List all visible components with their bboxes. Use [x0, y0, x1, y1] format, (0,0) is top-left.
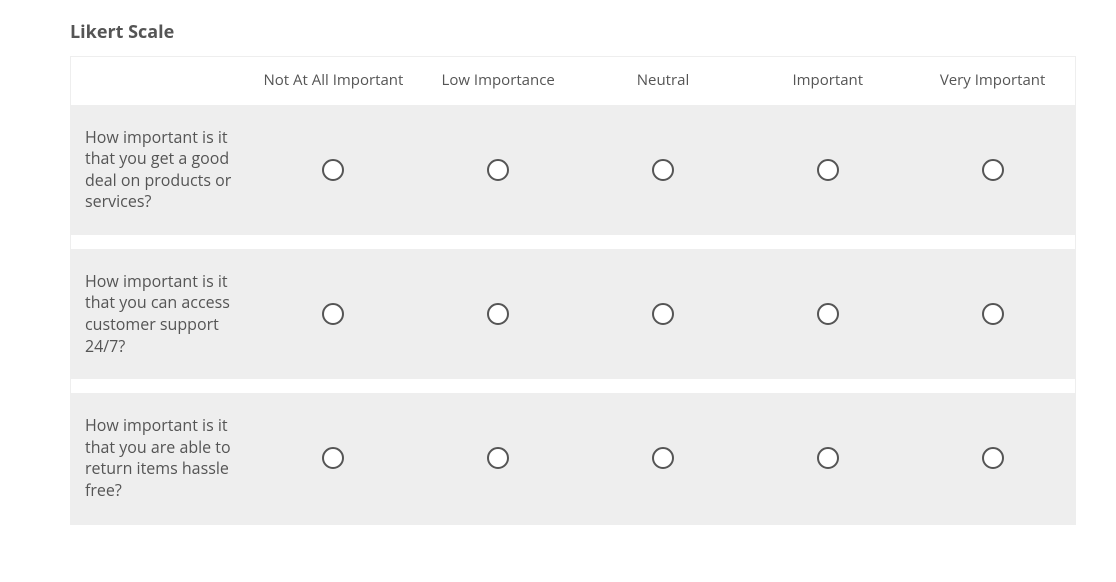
radio-q3-low[interactable] [487, 447, 509, 469]
likert-page: Likert Scale Not At All Important Low Im… [0, 0, 1116, 555]
radio-q3-very-important[interactable] [982, 447, 1004, 469]
option-cell [251, 145, 416, 195]
radio-q2-very-important[interactable] [982, 303, 1004, 325]
option-cell [745, 145, 910, 195]
section-title: Likert Scale [70, 20, 1076, 44]
likert-table: Not At All Important Low Importance Neut… [70, 56, 1076, 525]
radio-q2-neutral[interactable] [652, 303, 674, 325]
option-cell [581, 289, 746, 339]
header-col-not-at-all: Not At All Important [251, 57, 416, 105]
radio-q3-neutral[interactable] [652, 447, 674, 469]
header-col-low: Low Importance [416, 57, 581, 105]
option-cell [910, 289, 1075, 339]
likert-row: How important is it that you get a good … [71, 105, 1075, 235]
radio-q1-neutral[interactable] [652, 159, 674, 181]
option-cell [910, 145, 1075, 195]
option-cell [251, 433, 416, 483]
likert-header-row: Not At All Important Low Importance Neut… [71, 57, 1075, 105]
radio-q3-not-at-all[interactable] [322, 447, 344, 469]
header-col-very-important: Very Important [910, 57, 1075, 105]
radio-q1-important[interactable] [817, 159, 839, 181]
likert-body: How important is it that you get a good … [71, 105, 1075, 524]
option-cell [251, 289, 416, 339]
option-cell [416, 145, 581, 195]
radio-q1-not-at-all[interactable] [322, 159, 344, 181]
radio-q2-not-at-all[interactable] [322, 303, 344, 325]
option-cell [581, 433, 746, 483]
option-cell [910, 433, 1075, 483]
radio-q1-low[interactable] [487, 159, 509, 181]
question-label: How important is it that you get a good … [71, 105, 251, 235]
radio-q2-low[interactable] [487, 303, 509, 325]
question-label: How important is it that you can access … [71, 249, 251, 379]
question-label: How important is it that you are able to… [71, 393, 251, 523]
radio-q3-important[interactable] [817, 447, 839, 469]
option-cell [416, 433, 581, 483]
header-col-important: Important [745, 57, 910, 105]
option-cell [745, 433, 910, 483]
likert-row: How important is it that you can access … [71, 249, 1075, 379]
likert-row: How important is it that you are able to… [71, 393, 1075, 523]
header-empty-cell [71, 67, 251, 95]
radio-q1-very-important[interactable] [982, 159, 1004, 181]
option-cell [581, 145, 746, 195]
header-col-neutral: Neutral [581, 57, 746, 105]
radio-q2-important[interactable] [817, 303, 839, 325]
option-cell [416, 289, 581, 339]
option-cell [745, 289, 910, 339]
